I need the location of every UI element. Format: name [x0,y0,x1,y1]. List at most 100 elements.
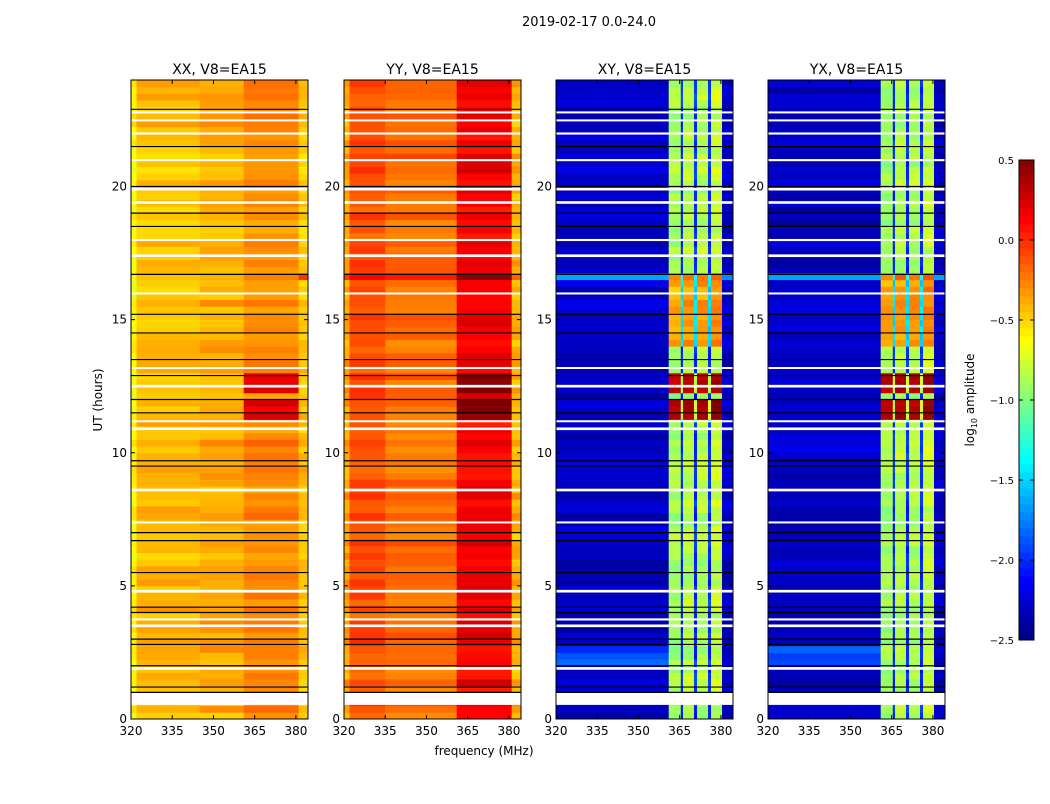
heatmap-cell [892,86,896,94]
heatmap-cell [298,585,309,593]
heatmap-cell [909,705,921,713]
heatmap-cell [919,119,924,127]
heatmap-cell [722,472,734,480]
heatmap-cell [892,512,896,520]
heatmap-cell [131,339,137,347]
heatmap-cell [722,412,734,420]
flagged-gap [131,187,308,191]
heatmap-cell [680,592,684,600]
flagged-gap [131,119,308,122]
heatmap-cell [934,166,946,174]
colorbar-swatch [1019,264,1034,273]
heatmap-cell [243,279,300,287]
heatmap-cell [768,472,882,480]
flagged-gap [556,187,733,191]
heatmap-cell [298,552,309,560]
flagged-gap [768,292,945,295]
heatmap-cell [511,153,522,161]
heatmap-cell [668,352,682,360]
heatmap-cell [136,632,201,640]
heatmap-cell [919,506,924,514]
heatmap-cell [456,352,513,360]
heatmap-cell [385,552,458,560]
heatmap-cell [923,525,935,534]
heatmap-cell [349,545,386,553]
colorbar-swatch [1019,520,1034,529]
heatmap-cell [668,106,682,114]
heatmap-cell [199,206,245,214]
heatmap-cell [722,545,734,553]
heatmap-cell [693,525,698,534]
heatmap-cell [923,585,935,593]
heatmap-cell [919,446,924,454]
heatmap-cell [768,499,882,507]
heatmap-cell [693,545,698,553]
heatmap-cell [880,712,894,720]
heatmap-cell [511,559,522,567]
heatmap-cell [880,306,894,314]
heatmap-cell [707,326,712,334]
heatmap [131,80,309,720]
heatmap-cell [711,273,723,281]
heatmap-cell [344,153,350,161]
heatmap-cell [344,206,350,214]
heatmap-cell [344,93,350,101]
heatmap-cell [919,605,924,613]
heatmap-cell [711,419,723,427]
heatmap-cell [243,679,300,687]
heatmap-cell [905,532,910,540]
heatmap-cell [243,119,300,127]
heatmap-cell [680,705,684,713]
heatmap-cell [136,246,201,254]
heatmap-cell [682,645,695,653]
heatmap-cell [923,652,935,660]
heatmap-cell [456,126,513,134]
heatmap-cell [456,466,513,474]
heatmap-cell [909,266,921,274]
heatmap-cell [349,472,386,480]
heatmap-cell [697,286,709,294]
heatmap-cell [905,492,910,500]
heatmap-cell [136,392,201,400]
heatmap-cell [131,506,137,514]
heatmap-cell [693,286,698,294]
heatmap-cell [136,506,201,514]
heatmap-cell [349,359,386,367]
heatmap-cell [711,532,723,540]
heatmap-cell [905,339,910,347]
heatmap-cell [136,352,201,360]
heatmap-cell [711,99,723,108]
heatmap-cell [923,552,935,560]
heatmap-cell [919,293,924,301]
heatmap-cell [934,219,946,227]
heatmap-cell [682,119,695,127]
heatmap-cell [934,406,946,414]
heatmap-cell [934,259,946,267]
flagged-gap [131,692,308,705]
heatmap-cell [682,133,695,141]
heatmap-cell [905,366,910,374]
heatmap-cell [697,525,709,534]
heatmap-cell [892,585,896,593]
heatmap-cell [894,612,907,620]
heatmap-cell [923,672,935,680]
heatmap-cell [880,193,894,201]
heatmap-cell [344,466,350,474]
heatmap-cell [880,386,894,394]
heatmap-cell [923,286,935,294]
heatmap-cell [768,332,882,340]
heatmap-cell [768,259,882,267]
heatmap-cell [131,113,137,121]
heatmap-cell [349,712,386,720]
heatmap-cell [243,645,300,653]
heatmap-cell [905,379,910,387]
heatmap-cell [909,339,921,347]
heatmap-cell [711,80,723,88]
heatmap-cell [131,326,137,334]
heatmap-cell [668,139,682,147]
x-tick-label: 365 [243,724,266,738]
heatmap-cell [919,206,924,214]
heatmap-cell [923,80,935,88]
heatmap-cell [905,652,910,660]
heatmap-cell [711,106,723,114]
